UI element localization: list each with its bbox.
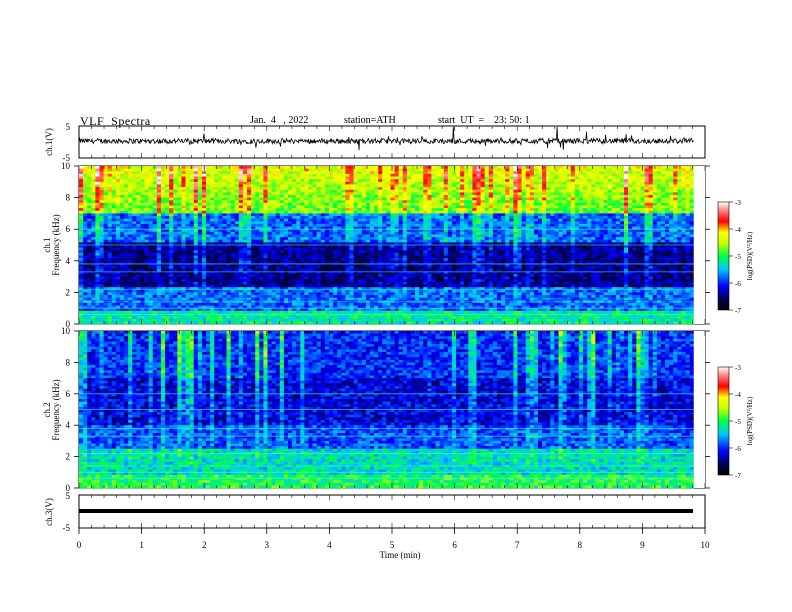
colorbar-tick-label: -4 bbox=[735, 391, 741, 399]
ch2-spec-ylabel-channel: ch.2 bbox=[42, 402, 52, 417]
freq-tick-label: 8 bbox=[66, 193, 71, 203]
ch2-colorbar: -3 -4 -5 -6 -7 log(PSD)(V²/Hz) bbox=[717, 364, 754, 480]
ch1-colorbar: -3 -4 -5 -6 -7 log(PSD)(V²/Hz) bbox=[717, 199, 754, 315]
ch1-ytick-top: 5 bbox=[66, 122, 71, 132]
colorbar-tick-label: -5 bbox=[735, 418, 741, 426]
ch3-panel: 5 -5 ch.3(V) 0 1 2 3 4 5 6 7 8 9 10 Time (min) bbox=[44, 491, 710, 560]
ch3-ytick-top: 5 bbox=[66, 491, 71, 501]
time-tick-label: 1 bbox=[139, 540, 144, 550]
freq-tick-label: 8 bbox=[66, 357, 71, 367]
time-tick-label: 10 bbox=[701, 540, 711, 550]
colorbar-tick-label: -6 bbox=[735, 445, 741, 453]
time-tick-label: 8 bbox=[578, 540, 583, 550]
freq-tick-label: 6 bbox=[66, 389, 71, 399]
start-time-label: start UT = 23: 50: 1 bbox=[438, 115, 530, 126]
ch3-ylabel: ch.3(V) bbox=[44, 498, 54, 526]
time-tick-label: 4 bbox=[327, 540, 332, 550]
x-axis-label: Time (min) bbox=[380, 550, 421, 560]
time-tick-label: 2 bbox=[202, 540, 207, 550]
ch1-colorbar-label: log(PSD)(V²/Hz) bbox=[746, 231, 754, 280]
freq-tick-label: 6 bbox=[66, 224, 71, 234]
ch2-spec-ylabel: Frequency (kHz) bbox=[51, 379, 61, 440]
ch1-ylabel: ch.1(V) bbox=[44, 128, 54, 156]
freq-tick-label: 2 bbox=[66, 287, 71, 297]
ch1-ytick-bottom: -5 bbox=[63, 153, 71, 163]
ch2-colorbar-label: log(PSD)(V²/Hz) bbox=[746, 396, 754, 445]
ch1-waveform-line bbox=[79, 126, 694, 151]
freq-tick-label: 0 bbox=[66, 483, 71, 493]
ch1-spec-ylabel-channel: ch.1 bbox=[42, 237, 52, 252]
freq-tick-label: 0 bbox=[66, 319, 71, 329]
ch3-ytick-bottom: -5 bbox=[63, 523, 71, 533]
chart-title: VLF Spectra bbox=[80, 114, 151, 128]
freq-tick-label: 4 bbox=[66, 420, 71, 430]
colorbar-tick-label: -3 bbox=[735, 364, 741, 372]
date-label: Jan. 4 , 2022 bbox=[250, 115, 309, 126]
time-tick-label: 9 bbox=[640, 540, 645, 550]
freq-tick-label: 4 bbox=[66, 256, 71, 266]
ch1-spec-ylabel: Frequency (kHz) bbox=[51, 214, 61, 275]
ch1-spectrogram-image bbox=[79, 166, 705, 325]
station-label: station=ATH bbox=[344, 115, 396, 126]
time-tick-label: 5 bbox=[390, 540, 395, 550]
ch2-spectrogram-panel: 0 2 4 6 8 10 ch.2 Frequency (kHz) bbox=[42, 326, 710, 493]
ch1-spectrogram-panel: 0 2 4 6 8 10 ch.1 Frequency (kHz) bbox=[42, 161, 710, 329]
ch1-panel: 5 -5 ch.1(V) bbox=[44, 122, 706, 163]
colorbar-tick-label: -7 bbox=[735, 472, 741, 480]
ch2-spectrogram-image bbox=[79, 331, 705, 489]
time-tick-label: 3 bbox=[265, 540, 270, 550]
colorbar-tick-label: -3 bbox=[735, 199, 741, 207]
colorbar-tick-label: -6 bbox=[735, 280, 741, 288]
colorbar-tick-label: -5 bbox=[735, 253, 741, 261]
time-tick-label: 7 bbox=[515, 540, 520, 550]
colorbar-tick-label: -7 bbox=[735, 307, 741, 315]
time-tick-label: 0 bbox=[77, 540, 82, 550]
freq-tick-label: 2 bbox=[66, 452, 71, 462]
freq-tick-label: 10 bbox=[61, 326, 71, 336]
freq-tick-label: 10 bbox=[61, 161, 71, 171]
time-tick-label: 6 bbox=[452, 540, 457, 550]
colorbar-tick-label: -4 bbox=[735, 226, 741, 234]
